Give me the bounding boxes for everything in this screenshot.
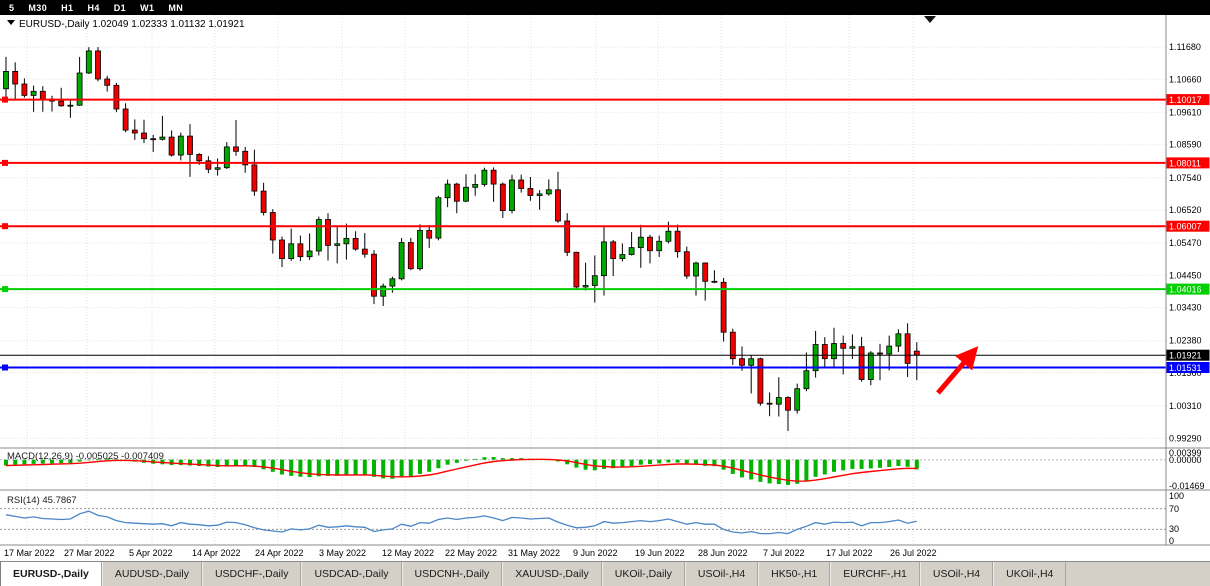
- svg-text:100: 100: [1169, 491, 1184, 501]
- hline-handle[interactable]: [2, 286, 8, 293]
- tab-eurchf-h1[interactable]: EURCHF-,H1: [830, 562, 920, 586]
- symbol-dropdown-icon: [7, 20, 15, 25]
- timeframe-w1[interactable]: W1: [140, 2, 155, 13]
- svg-text:-0.01469: -0.01469: [1169, 481, 1205, 491]
- rsi-line: [5, 510, 917, 535]
- timeframe-d1[interactable]: D1: [113, 2, 127, 13]
- price-badge: [1166, 362, 1210, 373]
- price-badge: [1166, 94, 1210, 106]
- trend-arrow-annotation[interactable]: [936, 346, 979, 395]
- svg-text:1.02380: 1.02380: [1169, 336, 1202, 346]
- candlestick-series: [3, 47, 920, 431]
- svg-text:24 Apr 2022: 24 Apr 2022: [255, 548, 304, 558]
- chart-shift-marker-icon[interactable]: [924, 16, 936, 23]
- svg-text:3 May 2022: 3 May 2022: [319, 548, 366, 558]
- timeframe-h4[interactable]: H4: [87, 2, 100, 13]
- price-badge: [1166, 283, 1210, 295]
- macd-signal-line: [5, 458, 917, 482]
- tab-usdcnh-daily[interactable]: USDCNH-,Daily: [401, 562, 503, 586]
- chart-tabs-bar: EURUSD-,Daily AUDUSD-,Daily USDCHF-,Dail…: [0, 561, 1210, 586]
- timeframe-m30[interactable]: M30: [28, 2, 48, 13]
- rsi-label: RSI(14) 45.7867: [7, 495, 77, 506]
- svg-text:19 Jun 2022: 19 Jun 2022: [635, 548, 685, 558]
- svg-text:7 Jul 2022: 7 Jul 2022: [763, 548, 805, 558]
- svg-text:1.01531: 1.01531: [1169, 363, 1202, 373]
- price-axis: 1.11680 1.10660 1.09610 1.08590 1.07540 1.065…: [1166, 42, 1210, 443]
- svg-text:1.01921: 1.01921: [1169, 351, 1202, 361]
- svg-text:1.06520: 1.06520: [1169, 205, 1202, 215]
- svg-text:1.11680: 1.11680: [1169, 42, 1201, 52]
- hline-handle[interactable]: [2, 96, 8, 103]
- svg-text:1.04016: 1.04016: [1169, 285, 1202, 295]
- horizontal-line-objects[interactable]: [0, 96, 1166, 371]
- panel-separators: [0, 15, 1210, 546]
- svg-text:1.08011: 1.08011: [1169, 158, 1201, 168]
- svg-text:1.10017: 1.10017: [1169, 95, 1202, 105]
- svg-text:9 Jun 2022: 9 Jun 2022: [573, 548, 618, 558]
- svg-text:1.10660: 1.10660: [1169, 74, 1202, 84]
- hline-handle[interactable]: [2, 159, 8, 166]
- tab-eurusd-daily[interactable]: EURUSD-,Daily: [0, 562, 102, 586]
- svg-text:EURUSD-,Daily 1.02049 1.02333: EURUSD-,Daily 1.02049 1.02333 1.01132 1.…: [19, 19, 245, 30]
- svg-text:1.08590: 1.08590: [1169, 140, 1202, 150]
- chart-background: [0, 15, 1210, 561]
- svg-text:30: 30: [1169, 524, 1179, 534]
- rsi-panel: RSI(14) 45.7867 100 70 30 0: [0, 491, 1184, 546]
- tab-usdcad-daily[interactable]: USDCAD-,Daily: [301, 562, 402, 586]
- svg-text:17 Jul 2022: 17 Jul 2022: [826, 548, 873, 558]
- svg-text:12 May 2022: 12 May 2022: [382, 548, 434, 558]
- tab-audusd-daily[interactable]: AUDUSD-,Daily: [101, 562, 202, 586]
- svg-text:0.00399: 0.00399: [1169, 448, 1202, 458]
- tab-usoil-h4[interactable]: USOil-,H4: [684, 562, 759, 586]
- timeframe-5[interactable]: 5: [9, 2, 15, 13]
- price-badge: [1166, 349, 1210, 361]
- timeframe-mn[interactable]: MN: [168, 2, 184, 13]
- chart-canvas[interactable]: 1.11680 1.10660 1.09610 1.08590 1.07540 1.065…: [0, 15, 1210, 561]
- tab-ukoil-h4[interactable]: UKOil-,H4: [993, 562, 1067, 586]
- svg-text:28 Jun 2022: 28 Jun 2022: [698, 548, 748, 558]
- svg-text:1.03430: 1.03430: [1169, 303, 1202, 313]
- svg-text:1.06007: 1.06007: [1169, 222, 1202, 232]
- date-axis: 17 Mar 2022 27 Mar 2022 5 Apr 2022 14 Apr 2…: [4, 548, 937, 558]
- svg-text:26 Jul 2022: 26 Jul 2022: [890, 548, 937, 558]
- svg-text:1.04450: 1.04450: [1169, 270, 1202, 280]
- price-badge: [1166, 220, 1210, 232]
- svg-text:22 May 2022: 22 May 2022: [445, 548, 497, 558]
- timeframe-h1[interactable]: H1: [61, 2, 74, 13]
- svg-text:17 Mar 2022: 17 Mar 2022: [4, 548, 55, 558]
- svg-text:27 Mar 2022: 27 Mar 2022: [64, 548, 115, 558]
- svg-text:0: 0: [1169, 536, 1174, 546]
- svg-text:1.07540: 1.07540: [1169, 173, 1202, 183]
- macd-label: MACD(12,26,9) -0.005025 -0.007409: [7, 451, 164, 462]
- svg-text:14 Apr 2022: 14 Apr 2022: [192, 548, 241, 558]
- tab-ukoil-daily[interactable]: UKOil-,Daily: [601, 562, 685, 586]
- svg-text:1.09610: 1.09610: [1169, 107, 1202, 117]
- svg-text:1.00310: 1.00310: [1169, 401, 1202, 411]
- tab-usoil-h4-2[interactable]: USOil-,H4: [919, 562, 994, 586]
- tab-xauusd-daily[interactable]: XAUUSD-,Daily: [502, 562, 602, 586]
- svg-text:0.99290: 0.99290: [1169, 433, 1202, 443]
- tab-usdchf-daily[interactable]: USDCHF-,Daily: [201, 562, 302, 586]
- svg-text:31 May 2022: 31 May 2022: [508, 548, 560, 558]
- price-badge: [1166, 157, 1210, 169]
- tab-hk50-h1[interactable]: HK50-,H1: [758, 562, 831, 586]
- svg-text:70: 70: [1169, 504, 1179, 514]
- macd-panel: MACD(12,26,9) -0.005025 -0.007409 0.00399…: [0, 448, 1205, 491]
- svg-text:1.05470: 1.05470: [1169, 238, 1202, 248]
- timeframe-toolbar: 5 M30 H1 H4 D1 W1 MN: [0, 0, 1210, 15]
- svg-text:0.00000: 0.00000: [1169, 455, 1202, 465]
- chart-ohlc-title: EURUSD-,Daily 1.02049 1.02333 1.01132 1.…: [7, 19, 245, 30]
- hline-handle[interactable]: [2, 223, 8, 230]
- grid: [0, 15, 1166, 545]
- hline-handle[interactable]: [2, 364, 8, 371]
- svg-text:5 Apr 2022: 5 Apr 2022: [129, 548, 173, 558]
